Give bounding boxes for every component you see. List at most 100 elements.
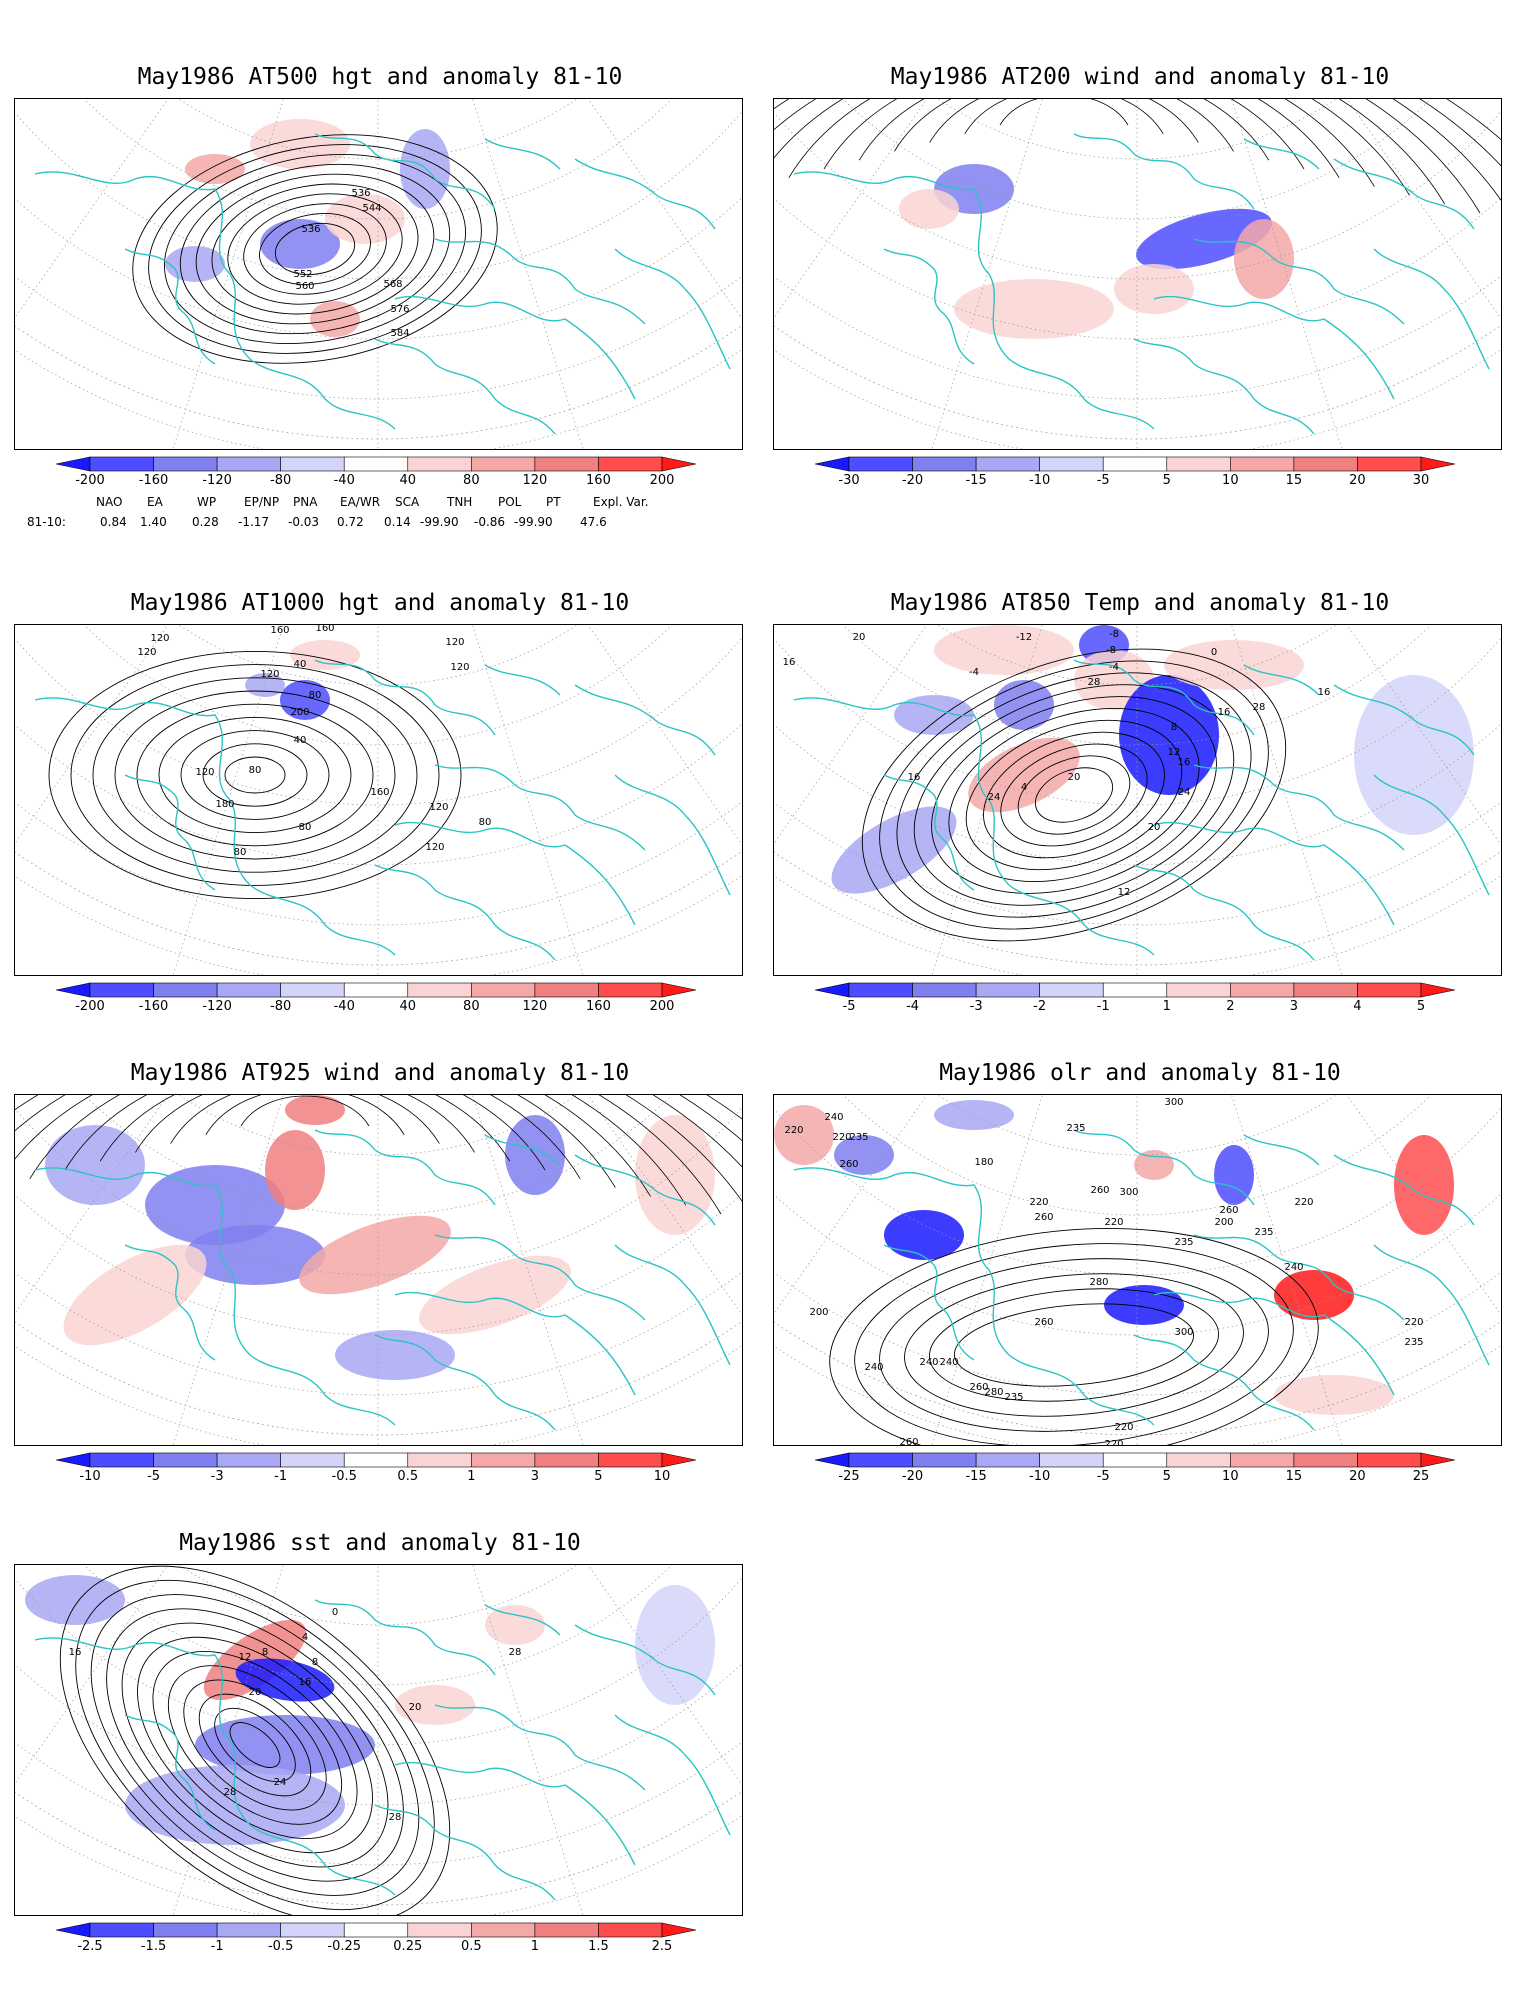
- contour-label: 20: [853, 632, 866, 643]
- coastline: [1073, 133, 1255, 210]
- contour-line: [929, 1288, 1219, 1402]
- anomaly-shading: [1274, 1375, 1394, 1415]
- indices-value-cell: 1.40: [140, 515, 167, 529]
- colorbar-segment: [343, 1922, 409, 1938]
- coastline: [124, 774, 216, 891]
- streamline: [652, 1095, 742, 1168]
- contour-line: [211, 183, 419, 315]
- contour-label: 80: [479, 817, 492, 828]
- colorbar-tick-label: -10: [1029, 473, 1051, 488]
- colorbar-segment: [216, 982, 281, 998]
- map-925wind: [14, 1094, 743, 1446]
- streamline: [774, 99, 1446, 205]
- contour-label: 16: [299, 1677, 312, 1688]
- colorbar-tick-label: -2: [1033, 999, 1047, 1014]
- coastline: [574, 1624, 716, 1696]
- colorbar-segment: [1166, 456, 1231, 472]
- coastline: [374, 864, 556, 961]
- contour-label: 0: [332, 1607, 338, 1618]
- colorbar-segment: [1357, 982, 1422, 998]
- panel-1000hgt: May1986 AT1000 hgt and anomaly 81-10 120…: [0, 590, 760, 1030]
- colorbar-segment: [1293, 456, 1358, 472]
- streamline: [170, 1095, 440, 1144]
- contour-label: 20: [1068, 772, 1081, 783]
- contour-line: [896, 672, 1252, 918]
- coastline: [1243, 1134, 1320, 1166]
- coastline: [1373, 1244, 1490, 1366]
- colorbar-segment: [1039, 456, 1104, 472]
- contour-label: 180: [974, 1157, 993, 1168]
- panel-title: May1986 sst and anomaly 81-10: [179, 1530, 581, 1556]
- colorbar-tick-label: -4: [906, 999, 920, 1014]
- coastline: [1008, 1354, 1155, 1426]
- anomaly-shading: [968, 737, 1080, 813]
- contour-label: 300: [1164, 1097, 1183, 1108]
- colorbar-850temp: -5 -4 -3 -2 -1 1 2 3 4 5: [814, 982, 1456, 1023]
- colorbar-tick-label: 10: [653, 1469, 671, 1484]
- contour-line: [180, 730, 330, 820]
- contour-line: [854, 1243, 1294, 1445]
- anomaly-shading: [235, 1658, 335, 1702]
- indices-header-cell: WP: [197, 495, 217, 509]
- contour-line: [158, 716, 352, 834]
- colorbar-tick-label: -0.5: [267, 1939, 294, 1954]
- streamline: [1392, 99, 1501, 201]
- contour-label: 240: [1284, 1262, 1303, 1273]
- coastline: [314, 659, 496, 736]
- anomaly-shading: [1164, 640, 1304, 690]
- contour-label: 160: [270, 625, 289, 636]
- contour-label: 260: [899, 1437, 918, 1445]
- colorbar-segment: [1102, 1452, 1168, 1468]
- panel-title: May1986 AT850 Temp and anomaly 81-10: [890, 590, 1390, 616]
- coastline: [574, 1154, 716, 1226]
- coastline: [1373, 248, 1490, 370]
- colorbar-segment: [1357, 456, 1422, 472]
- colorbar-segment: [848, 456, 913, 472]
- colorbar-tick-label: -5: [1096, 473, 1110, 488]
- latitude-circle: [15, 637, 742, 806]
- coastline: [1008, 358, 1155, 430]
- contour-label: 180: [215, 799, 234, 810]
- indices-header-cell: EA/WR: [340, 495, 381, 509]
- coastline: [484, 664, 561, 696]
- indices-header-cell: POL: [498, 495, 522, 509]
- anomaly-shading: [290, 640, 360, 670]
- contour-label: 80: [309, 690, 322, 701]
- hemisphere-edge: [15, 1320, 742, 1436]
- coastline: [484, 1134, 561, 1166]
- streamline: [99, 1095, 511, 1162]
- colorbar-segment: [1230, 982, 1295, 998]
- contour-line: [198, 1693, 312, 1797]
- colorbar-tick-label: -3: [210, 1469, 224, 1484]
- contour-label: 220: [1104, 1217, 1123, 1228]
- colorbar-segment: [216, 456, 281, 472]
- contour-line: [931, 696, 1217, 894]
- contour-label: 576: [390, 304, 409, 315]
- colorbar-tick-label: 0.25: [393, 1939, 423, 1954]
- coastline: [1373, 774, 1490, 896]
- meridian: [931, 99, 1043, 449]
- anomaly-shading: [145, 1165, 285, 1245]
- contour-line: [1000, 743, 1148, 847]
- contour-label: 544: [362, 203, 381, 214]
- contour-line: [1035, 767, 1113, 823]
- streamline: [706, 1095, 742, 1120]
- coastline: [883, 774, 975, 891]
- contour-label: 260: [1219, 1205, 1238, 1216]
- coastline: [793, 1167, 1010, 1356]
- contour-line: [983, 731, 1165, 859]
- anomaly-shading: [894, 695, 974, 735]
- contour-label: 24: [988, 792, 1001, 803]
- contour-label: 20: [1148, 822, 1161, 833]
- contour-label: 40: [294, 659, 307, 670]
- coastline: [124, 1714, 216, 1831]
- anomaly-shading: [335, 1330, 455, 1380]
- anomaly-shading: [834, 1135, 894, 1175]
- contour-label: 300: [1174, 1327, 1193, 1338]
- coastline: [34, 1167, 251, 1356]
- contour-line: [274, 222, 356, 276]
- indices-table: NAO EA WP EP/NP PNA EA/WR SCA TNH POL PT Expl. Var…: [0, 495, 760, 535]
- colorbar-segment: [598, 456, 663, 472]
- colorbar-tick-label: -1: [274, 1469, 288, 1484]
- contour-label: -8: [1106, 645, 1116, 656]
